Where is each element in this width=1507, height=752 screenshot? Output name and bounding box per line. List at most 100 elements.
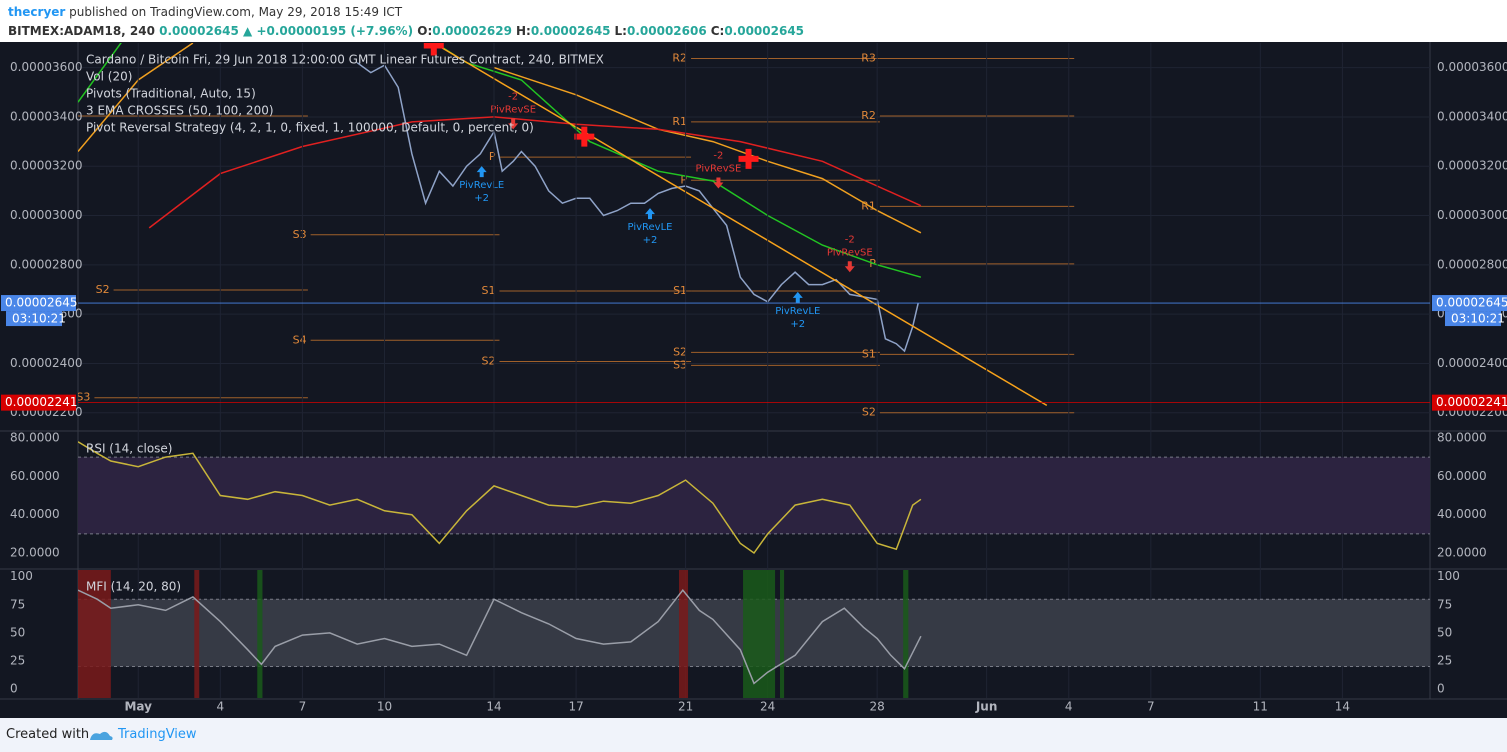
signal-label: PivRevSE: [490, 104, 536, 115]
x-tick-label: 4: [1065, 700, 1073, 714]
y-tick-label: 0.00002400: [1437, 356, 1507, 370]
y-tick-label: 25: [1437, 653, 1452, 667]
pane: S1S2S3S3S4PS1S2R2R1PS1S2S3R3R2R1PS1S2Piv…: [76, 43, 1430, 419]
publish-line: thecryer published on TradingView.com, M…: [8, 3, 808, 22]
signal-arrow: [713, 177, 724, 189]
pivot-label: P: [489, 150, 496, 163]
x-tick-label: 14: [1335, 700, 1350, 714]
signal-qty: +2: [790, 319, 805, 330]
pivot-label: S2: [481, 354, 495, 367]
pivot-label: S1: [862, 347, 876, 360]
y-tick-label: 0.00003000: [1437, 208, 1507, 222]
pivot-label: R1: [672, 115, 687, 128]
y-tick-label: 60.0000: [10, 469, 60, 483]
signal-arrow: [508, 118, 519, 130]
x-tick-label: 4: [216, 700, 224, 714]
series-line: [148, 116, 922, 229]
cross: [738, 148, 759, 169]
author[interactable]: thecryer: [8, 5, 66, 19]
published: published on TradingView.com, May 29, 20…: [69, 5, 403, 19]
pane: [78, 441, 1430, 555]
y-tick-label: 75: [10, 597, 25, 611]
x-tick-label: 7: [1147, 700, 1155, 714]
ohlc-value: 0.00002645: [724, 24, 805, 38]
band: [78, 457, 1430, 534]
brand[interactable]: TradingView: [118, 727, 197, 742]
y-tick-label: 0.00003200: [1437, 159, 1507, 173]
price-tag: [1, 394, 76, 411]
price-tag: [1, 295, 76, 312]
x-tick-label: 10: [377, 700, 392, 714]
footer: Created with TradingView: [0, 718, 1507, 752]
pane-title: MFI (14, 20, 80): [86, 580, 181, 594]
pane-title: Cardano / Bitcoin Fri, 29 Jun 2018 12:00…: [86, 53, 604, 67]
pivot-label: S1: [481, 284, 495, 297]
highlight: [78, 570, 111, 698]
signal-label: PivRevLE: [459, 180, 504, 191]
signal-arrow: [792, 291, 803, 303]
y-tick-label: 20.0000: [1437, 546, 1487, 560]
series-line: [433, 43, 1048, 407]
pivot-label: R3: [861, 52, 876, 65]
price-tag: [1432, 394, 1507, 411]
x-tick-label: 17: [568, 700, 583, 714]
created: Created with: [6, 727, 90, 742]
x-tick-label: 28: [870, 700, 885, 714]
price-tag-label: 0.00002645: [5, 296, 78, 310]
signal-arrow: [844, 261, 855, 273]
y-tick-label: 0.00003600: [1437, 60, 1507, 74]
pivot-label: S3: [293, 228, 307, 241]
y-tick-label: 75: [1437, 597, 1452, 611]
signal-qty: +2: [643, 235, 658, 246]
x-tick-label: 7: [299, 700, 307, 714]
symbol: BITMEX:ADAM18, 240: [8, 24, 155, 38]
y-tick-label: 50: [1437, 625, 1452, 639]
up-icon: ▲: [243, 24, 253, 38]
ohlc-key: C:: [710, 24, 725, 38]
ohlc-value: 0.00002629: [432, 24, 512, 38]
highlight: [257, 570, 263, 698]
ohlc: O:0.00002629 H:0.00002645 L:0.00002606 C:0.…: [417, 24, 808, 38]
pivot-label: S3: [673, 358, 687, 371]
countdown-bg: [1445, 311, 1501, 327]
highlight: [679, 570, 689, 698]
y-tick-label: 20.0000: [10, 546, 60, 560]
ohlc-key: O:: [417, 24, 433, 38]
pivot-label: R2: [861, 109, 876, 122]
chart: S1S2S3S3S4PS1S2R2R1PS1S2S3R3R2R1PS1S2Piv…: [0, 42, 1507, 718]
series-line: [78, 441, 922, 555]
y-tick-label: 80.0000: [1437, 430, 1487, 444]
change: +0.00000195 (+7.96%): [256, 24, 414, 38]
countdown: 03:10:21: [12, 312, 66, 326]
highlight: [743, 570, 776, 698]
ohlc-key: L:: [614, 24, 627, 38]
y-tick-label: 0.00002800: [10, 257, 83, 271]
pivot-label: S2: [862, 406, 876, 419]
y-tick-label: 0.00003600: [10, 60, 83, 74]
signal-label: PivRevLE: [628, 222, 673, 233]
ohlc-key: H:: [515, 24, 531, 38]
signal-qty: -2: [508, 91, 518, 102]
y-tick-label: 50: [10, 625, 25, 639]
pivot-label: S3: [76, 391, 90, 404]
y-tick-label: 40.0000: [10, 507, 60, 521]
highlight: [194, 570, 200, 698]
x-tick-label: 14: [486, 700, 501, 714]
highlight: [903, 570, 909, 698]
ohlc-value: 0.00002645: [530, 24, 611, 38]
highlight: [780, 570, 785, 698]
price-tag-label: 0.00002241: [1436, 395, 1507, 409]
series-line: [78, 588, 922, 685]
signal-arrow: [645, 208, 655, 220]
y-tick-label: 0.00003200: [10, 159, 83, 173]
countdown-bg: [6, 311, 62, 327]
y-tick-label: 40.0000: [1437, 507, 1487, 521]
x-tick-label: 24: [760, 700, 775, 714]
y-tick-label: 60.0000: [1437, 469, 1487, 483]
y-tick-label: 0.00003400: [1437, 109, 1507, 123]
pivot-label: S4: [293, 333, 307, 346]
cross: [423, 43, 444, 56]
signal-qty: +2: [474, 193, 489, 204]
signal-qty: -2: [713, 151, 723, 162]
